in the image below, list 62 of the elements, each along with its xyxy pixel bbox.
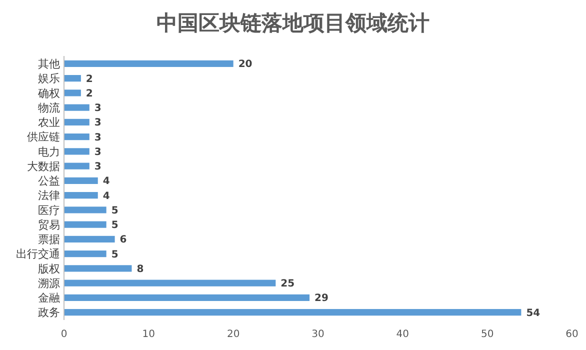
- data-label: 5: [111, 220, 118, 232]
- x-tick-label: 60: [566, 329, 578, 340]
- data-label: 3: [94, 103, 102, 114]
- x-tick-label: 0: [60, 329, 68, 340]
- data-label: 20: [238, 59, 252, 70]
- y-tick-label: 溯源: [38, 276, 60, 290]
- x-tick-label: 10: [142, 329, 156, 340]
- data-label: 8: [136, 264, 144, 275]
- x-tick-label: 40: [396, 329, 410, 340]
- y-tick-label: 贸易: [38, 218, 60, 232]
- data-label: 25: [280, 278, 295, 290]
- data-label: 29: [314, 293, 328, 304]
- data-label: 3: [94, 132, 102, 144]
- y-tick-label: 娱乐: [38, 72, 60, 86]
- y-tick-label: 确权: [37, 86, 60, 100]
- y-tick-label: 票据: [38, 233, 60, 246]
- bar: [64, 60, 234, 67]
- bar: [64, 250, 106, 258]
- y-tick-label: 电力: [38, 145, 60, 158]
- y-tick-label: 法律: [38, 189, 60, 202]
- y-tick-label: 大数据: [27, 160, 60, 173]
- y-tick-label: 农业: [38, 116, 60, 130]
- bar: [64, 177, 98, 184]
- bar: [64, 90, 81, 96]
- data-label: 4: [102, 176, 110, 188]
- bar: [64, 192, 98, 199]
- x-tick-label: 20: [226, 329, 240, 340]
- bar: [64, 236, 115, 242]
- x-tick-label: 50: [480, 329, 494, 340]
- bar: [64, 118, 90, 126]
- y-tick-label: 物流: [38, 101, 60, 114]
- bar: [64, 134, 90, 140]
- x-tick-label: 30: [312, 329, 324, 340]
- y-tick-label: 其他: [38, 58, 60, 71]
- chart-title: 中国区块链落地项目领域统计: [156, 10, 430, 35]
- data-label: 4: [102, 190, 110, 202]
- bar: [64, 104, 90, 111]
- bar: [64, 221, 106, 228]
- y-tick-label: 金融: [38, 292, 60, 305]
- bar: [64, 162, 90, 170]
- bar: [64, 309, 522, 316]
- data-label: 5: [111, 249, 118, 260]
- y-tick-label: 供应链: [27, 130, 60, 144]
- data-label: 3: [94, 146, 102, 158]
- y-tick-label: 医疗: [38, 204, 60, 217]
- data-label: 3: [94, 162, 102, 173]
- bar: [64, 280, 276, 286]
- y-tick-label: 版权: [38, 262, 60, 276]
- data-label: 54: [526, 308, 540, 319]
- y-tick-label: 出行交通: [16, 248, 60, 261]
- data-label: 5: [111, 205, 118, 216]
- data-label: 3: [94, 118, 102, 129]
- data-label: 2: [86, 74, 93, 85]
- y-tick-label: 公益: [38, 174, 60, 188]
- data-label: 2: [86, 88, 93, 100]
- bar: [64, 206, 106, 214]
- data-label: 6: [120, 234, 127, 246]
- bar: [64, 265, 132, 272]
- y-tick-label: 政务: [38, 306, 60, 320]
- bar: [64, 75, 81, 82]
- bar: [64, 294, 310, 301]
- bar: [64, 148, 90, 155]
